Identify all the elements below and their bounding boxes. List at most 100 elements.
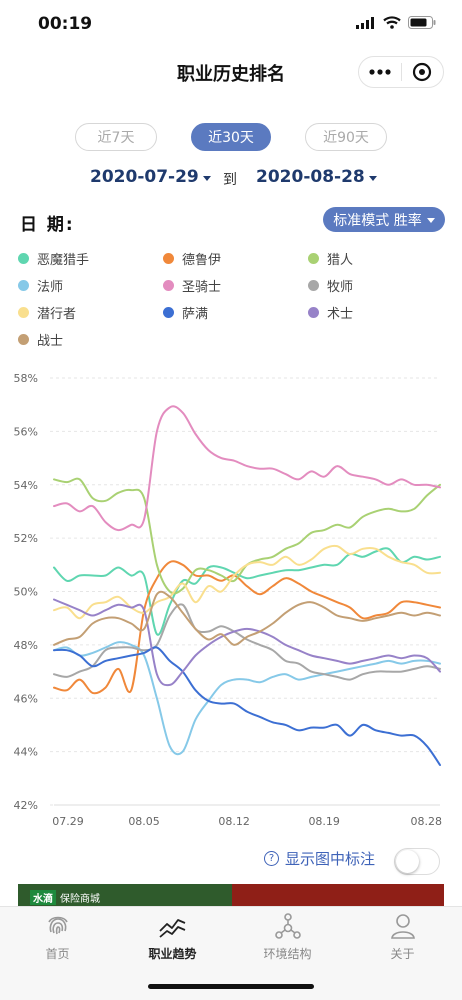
y-tick-label: 46% [14, 692, 38, 705]
tab-about-label: 关于 [390, 947, 415, 961]
status-time: 00:19 [38, 14, 93, 34]
ad-text: 保险商城 [60, 894, 100, 905]
legend-item[interactable]: 萨满 [163, 303, 208, 322]
ad-brand: 水滴 [30, 890, 56, 905]
legend-swatch [308, 307, 319, 318]
series-line [53, 405, 441, 532]
legend-label: 牧师 [327, 280, 354, 295]
y-tick-label: 50% [14, 586, 38, 599]
legend-item[interactable]: 圣骑士 [163, 276, 221, 295]
series-line [53, 641, 441, 756]
tab-career-trend[interactable]: 职业趋势 [115, 912, 230, 962]
tab-about[interactable]: 关于 [345, 912, 460, 962]
y-tick-label: 54% [14, 479, 38, 492]
x-tick-label: 07.29 [52, 815, 84, 828]
trend-icon [158, 919, 185, 938]
series-line [53, 598, 441, 687]
fingerprint-icon [47, 916, 68, 935]
legend-swatch [163, 280, 174, 291]
legend-swatch [18, 334, 29, 345]
legend-label: 萨满 [182, 307, 209, 322]
legend-item[interactable]: 德鲁伊 [163, 249, 221, 268]
chevron-down-icon [202, 175, 211, 181]
miniprogram-capsule [358, 56, 444, 88]
wifi-icon [383, 16, 401, 29]
legend-label: 潜行者 [37, 307, 77, 322]
y-tick-label: 52% [14, 532, 38, 545]
x-tick-label: 08.05 [128, 815, 160, 828]
chevron-down-icon [426, 218, 435, 223]
legend-swatch [308, 280, 319, 291]
date-section-title: 日 期: [20, 215, 75, 235]
legend-swatch [163, 253, 174, 264]
legend-label: 术士 [327, 307, 354, 322]
legend-item[interactable]: 潜行者 [18, 303, 76, 322]
legend-label: 猎人 [327, 253, 354, 268]
close-miniprogram-button[interactable] [402, 57, 444, 87]
x-tick-label: 08.12 [218, 815, 250, 828]
legend-label: 战士 [37, 334, 64, 349]
tab-7-days[interactable]: 近7天 [75, 123, 157, 151]
legend-swatch [18, 307, 29, 318]
page-title: 职业历史排名 [177, 64, 285, 85]
annotation-toggle-row: ? 显示图中标注 [264, 848, 375, 869]
ad-tag: 水滴 保险商城 [30, 890, 100, 905]
legend-item[interactable]: 恶魔猎手 [18, 249, 89, 268]
tab-90-days[interactable]: 近90天 [305, 123, 387, 151]
legend-item[interactable]: 猎人 [308, 249, 353, 268]
tab-environment-label: 环境结构 [263, 947, 312, 961]
date-range-separator: 到 [223, 172, 237, 188]
legend-swatch [308, 253, 319, 264]
series-line [53, 646, 441, 766]
series-line [53, 544, 441, 620]
target-close-icon [413, 62, 432, 82]
annotation-switch[interactable] [394, 848, 440, 875]
tab-environment[interactable]: 环境结构 [230, 912, 345, 962]
tab-career-trend-label: 职业趋势 [148, 947, 197, 961]
legend-label: 圣骑士 [182, 280, 222, 295]
help-icon[interactable]: ? [264, 851, 279, 866]
legend-label: 法师 [37, 280, 64, 295]
legend-item[interactable]: 法师 [18, 276, 63, 295]
legend-item[interactable]: 战士 [18, 330, 63, 349]
legend-item[interactable]: 牧师 [308, 276, 353, 295]
legend-label: 德鲁伊 [182, 253, 222, 268]
start-date-picker[interactable]: 2020-07-29 [90, 167, 211, 187]
tab-home[interactable]: 首页 [0, 912, 115, 962]
y-tick-label: 44% [14, 746, 38, 759]
mode-select-button[interactable]: 标准模式 胜率 [323, 207, 445, 232]
series-line [53, 477, 441, 595]
legend-swatch [18, 280, 29, 291]
chevron-down-icon [368, 175, 377, 181]
series-line [53, 547, 441, 636]
person-icon [390, 914, 415, 939]
legend-swatch [163, 307, 174, 318]
x-tick-label: 08.19 [308, 815, 340, 828]
x-tick-label: 08.28 [411, 815, 443, 828]
home-indicator [148, 984, 314, 989]
chart-legend: 恶魔猎手 德鲁伊 猎人法师 圣骑士 牧师潜行者 萨满 术士战士 [18, 249, 448, 349]
more-button[interactable] [359, 57, 401, 87]
y-tick-label: 48% [14, 639, 38, 652]
switch-knob [396, 850, 419, 873]
series-line [53, 560, 441, 695]
end-date-picker[interactable]: 2020-08-28 [256, 167, 377, 187]
tab-30-days[interactable]: 近30天 [191, 123, 271, 151]
end-date-value: 2020-08-28 [256, 167, 365, 187]
y-tick-label: 58% [14, 372, 38, 385]
legend-label: 恶魔猎手 [37, 253, 90, 268]
tab-home-label: 首页 [45, 947, 70, 961]
start-date-value: 2020-07-29 [90, 167, 199, 187]
series-line [53, 603, 441, 681]
series-line [53, 590, 441, 646]
more-dots-icon [369, 69, 391, 75]
battery-icon [408, 16, 436, 29]
status-icons [356, 16, 436, 29]
y-tick-label: 56% [14, 425, 38, 438]
legend-swatch [18, 253, 29, 264]
annotation-toggle-label: 显示图中标注 [285, 850, 376, 868]
win-rate-line-chart: 42% 44% 46% 48% 50% 52% 54% 56% 58% 07.29 08.05 08.… [14, 372, 443, 828]
y-tick-label: 42% [14, 799, 38, 812]
mode-select-label: 标准模式 胜率 [333, 212, 422, 229]
legend-item[interactable]: 术士 [308, 303, 353, 322]
